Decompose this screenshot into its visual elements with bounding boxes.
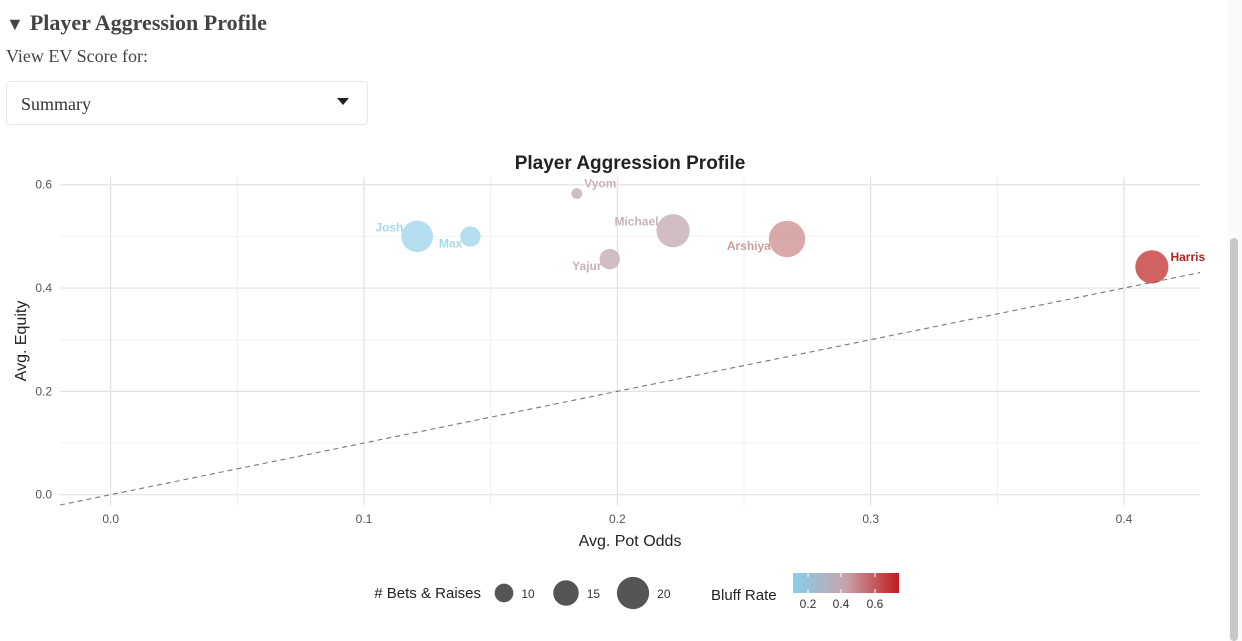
x-tick-label: 0.0 xyxy=(102,512,119,526)
legend-color-label: 0.4 xyxy=(833,597,850,611)
point-label: Max xyxy=(439,236,463,250)
y-tick-label: 0.0 xyxy=(35,488,52,502)
chart-title: Player Aggression Profile xyxy=(515,153,746,174)
y-axis-label: Avg. Equity xyxy=(13,301,30,382)
legend-color-bar xyxy=(793,573,899,593)
point-label: Arshiya xyxy=(727,239,771,253)
y-tick-label: 0.4 xyxy=(35,281,52,295)
scrollbar-track[interactable] xyxy=(1228,0,1242,641)
point-label: Harris xyxy=(1170,250,1205,264)
x-tick-label: 0.4 xyxy=(1116,512,1133,526)
section-title: Player Aggression Profile xyxy=(29,10,267,35)
legend-size-label: 10 xyxy=(521,587,535,601)
triangle-down-icon[interactable]: ▼ xyxy=(6,14,24,34)
point-label: Michael xyxy=(614,215,658,229)
x-axis-label: Avg. Pot Odds xyxy=(579,533,682,550)
data-point xyxy=(401,220,434,253)
data-point xyxy=(571,188,583,199)
point-label: Yajur xyxy=(572,259,602,273)
legend-size-point xyxy=(494,583,514,603)
data-point xyxy=(599,248,620,270)
x-tick-label: 0.3 xyxy=(862,512,879,526)
legend-color-label: 0.6 xyxy=(867,597,884,611)
chevron-down-icon[interactable] xyxy=(337,98,349,105)
y-tick-label: 0.2 xyxy=(35,384,52,398)
view-label: View EV Score for: xyxy=(6,46,149,66)
x-tick-label: 0.2 xyxy=(609,512,626,526)
y-tick-label: 0.6 xyxy=(35,178,52,192)
legend-size-point xyxy=(616,576,650,610)
legend-size-label: 15 xyxy=(587,587,601,601)
reference-line-y-equals-x xyxy=(59,272,1201,506)
select-value: Summary xyxy=(21,94,91,114)
point-label: Vyom xyxy=(584,177,616,191)
data-point xyxy=(656,214,690,248)
ev-score-select[interactable]: Summary xyxy=(6,81,368,125)
legend-size-title: # Bets & Raises xyxy=(374,585,481,602)
data-point xyxy=(1135,250,1169,284)
data-point xyxy=(460,226,481,247)
scrollbar-thumb[interactable] xyxy=(1230,238,1238,641)
legend-size-point xyxy=(553,580,579,606)
data-point xyxy=(768,220,806,258)
legend-size-label: 20 xyxy=(657,587,671,601)
aggression-chart: Player Aggression Profile 0.0 0.1 0.2 0.3 0.4… xyxy=(13,153,1205,611)
x-tick-label: 0.1 xyxy=(356,512,373,526)
section-header[interactable]: ▼ Player Aggression Profile xyxy=(6,10,267,36)
legend-color-title: Bluff Rate xyxy=(711,587,777,604)
legend-color-label: 0.2 xyxy=(800,597,817,611)
point-label: Josh xyxy=(375,220,403,234)
